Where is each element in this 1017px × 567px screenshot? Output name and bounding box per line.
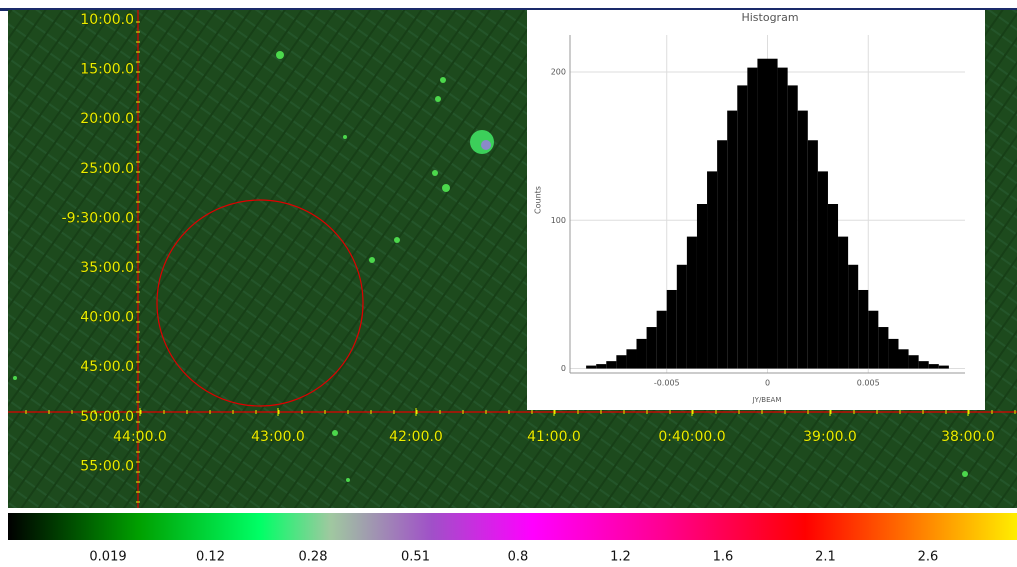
bar (656, 310, 667, 369)
ra-label: 0:40:00.0 (658, 429, 725, 445)
colorbar-label: 0.28 (299, 550, 328, 565)
bar (838, 236, 849, 369)
y-axis-label: Counts (534, 186, 543, 214)
bar (928, 364, 939, 369)
bar (938, 365, 949, 369)
bar (727, 110, 738, 369)
bar (586, 365, 597, 369)
histogram-panel: Histogram JY/BEAM Counts 0 100 200 -0.005 0 0.00… (527, 10, 985, 410)
colorbar-label: 2.1 (815, 550, 836, 565)
bar (646, 327, 657, 369)
chart-title: Histogram (741, 11, 798, 24)
bar (848, 264, 859, 369)
x-tick-label: -0.005 (654, 379, 680, 388)
bar (797, 110, 808, 369)
bar (787, 85, 798, 369)
colorbar-label: 0.8 (508, 550, 529, 565)
bar (707, 171, 718, 369)
dec-label: -9:30:00.0 (62, 210, 134, 226)
bar (696, 204, 708, 369)
bar (827, 204, 839, 369)
y-tick-label: 100 (551, 216, 566, 225)
dec-label: 35:00.0 (80, 260, 134, 276)
y-tick-label: 200 (551, 68, 566, 77)
colorbar-label: 0.019 (89, 550, 126, 565)
sources (13, 51, 968, 482)
colorbar-label: 1.6 (713, 550, 734, 565)
dec-label: 45:00.0 (80, 359, 134, 375)
top-border (0, 8, 1017, 11)
bar (858, 289, 869, 369)
bar (606, 361, 617, 369)
bar (898, 349, 909, 369)
bar (918, 361, 929, 369)
bar (888, 338, 899, 369)
bar (626, 349, 637, 369)
bar (777, 67, 788, 369)
y-tick-label: 0 (561, 364, 566, 373)
bar (636, 338, 647, 369)
bar (686, 236, 697, 369)
dec-label: 25:00.0 (80, 161, 134, 177)
dec-label: 55:00.0 (80, 458, 134, 474)
dec-label: 40:00.0 (80, 310, 134, 326)
x-axis-label: JY/BEAM (752, 396, 782, 404)
bar (807, 140, 818, 369)
bar (878, 327, 889, 369)
bar (908, 355, 919, 369)
ra-label: 38:00.0 (941, 429, 995, 445)
bar (817, 171, 828, 369)
bar (596, 364, 607, 369)
bar (747, 67, 758, 369)
ra-label: 43:00.0 (251, 429, 305, 445)
dec-label: 15:00.0 (80, 62, 134, 78)
bar (737, 85, 748, 369)
dec-label: 50:00.0 (80, 409, 134, 425)
bar (868, 310, 879, 369)
colorbar (8, 513, 1017, 540)
colorbar-label: 1.2 (610, 550, 631, 565)
colorbar-label: 0.12 (196, 550, 225, 565)
bar (616, 355, 627, 369)
ra-label: 39:00.0 (803, 429, 857, 445)
bar (717, 140, 728, 369)
ra-label: 44:00.0 (113, 429, 167, 445)
bar (767, 58, 778, 369)
region-circle[interactable] (156, 199, 364, 407)
ra-label: 42:00.0 (389, 429, 443, 445)
bar (757, 58, 768, 369)
ra-label: 41:00.0 (527, 429, 581, 445)
x-tick-label: 0.005 (857, 379, 880, 388)
colorbar-label: 0.51 (401, 550, 430, 565)
bar (666, 289, 677, 369)
dec-label: 10:00.0 (80, 12, 134, 28)
x-tick-label: 0 (765, 379, 770, 388)
bar (676, 264, 687, 369)
dec-label: 20:00.0 (80, 111, 134, 127)
colorbar-label: 2.6 (918, 550, 939, 565)
